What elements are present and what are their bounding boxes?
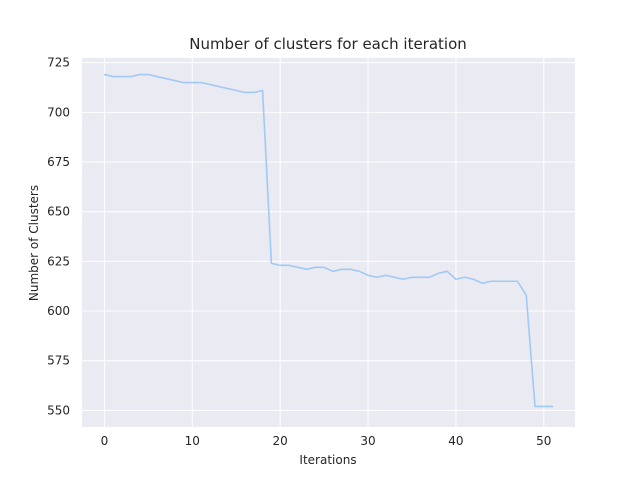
y-tick-label: 700 — [47, 105, 70, 119]
y-tick-label: 675 — [47, 155, 70, 169]
y-tick-label: 650 — [47, 205, 70, 219]
x-tick-label: 0 — [101, 434, 109, 448]
series-line — [103, 73, 554, 408]
y-tick-label: 625 — [47, 254, 70, 268]
y-tick-labels: 550 575 600 625 650 675 700 725 — [47, 56, 70, 418]
plot-area — [82, 58, 575, 427]
x-tick-label: 50 — [536, 434, 551, 448]
y-tick-label: 725 — [47, 56, 70, 70]
y-tick-label: 575 — [47, 354, 70, 368]
x-tick-label: 20 — [273, 434, 288, 448]
chart-title: Number of clusters for each iteration — [189, 35, 467, 53]
y-axis-label: Number of Clusters — [27, 185, 41, 301]
x-tick-labels: 0 10 20 30 40 50 — [101, 434, 552, 448]
y-tick-label: 550 — [47, 403, 70, 417]
x-axis-label: Iterations — [299, 453, 356, 467]
x-tick-label: 30 — [360, 434, 375, 448]
x-tick-label: 10 — [185, 434, 200, 448]
y-gridlines — [82, 62, 575, 411]
x-tick-label: 40 — [448, 434, 463, 448]
x-gridlines — [103, 58, 545, 427]
series-layer — [103, 73, 554, 408]
y-tick-label: 600 — [47, 304, 70, 318]
